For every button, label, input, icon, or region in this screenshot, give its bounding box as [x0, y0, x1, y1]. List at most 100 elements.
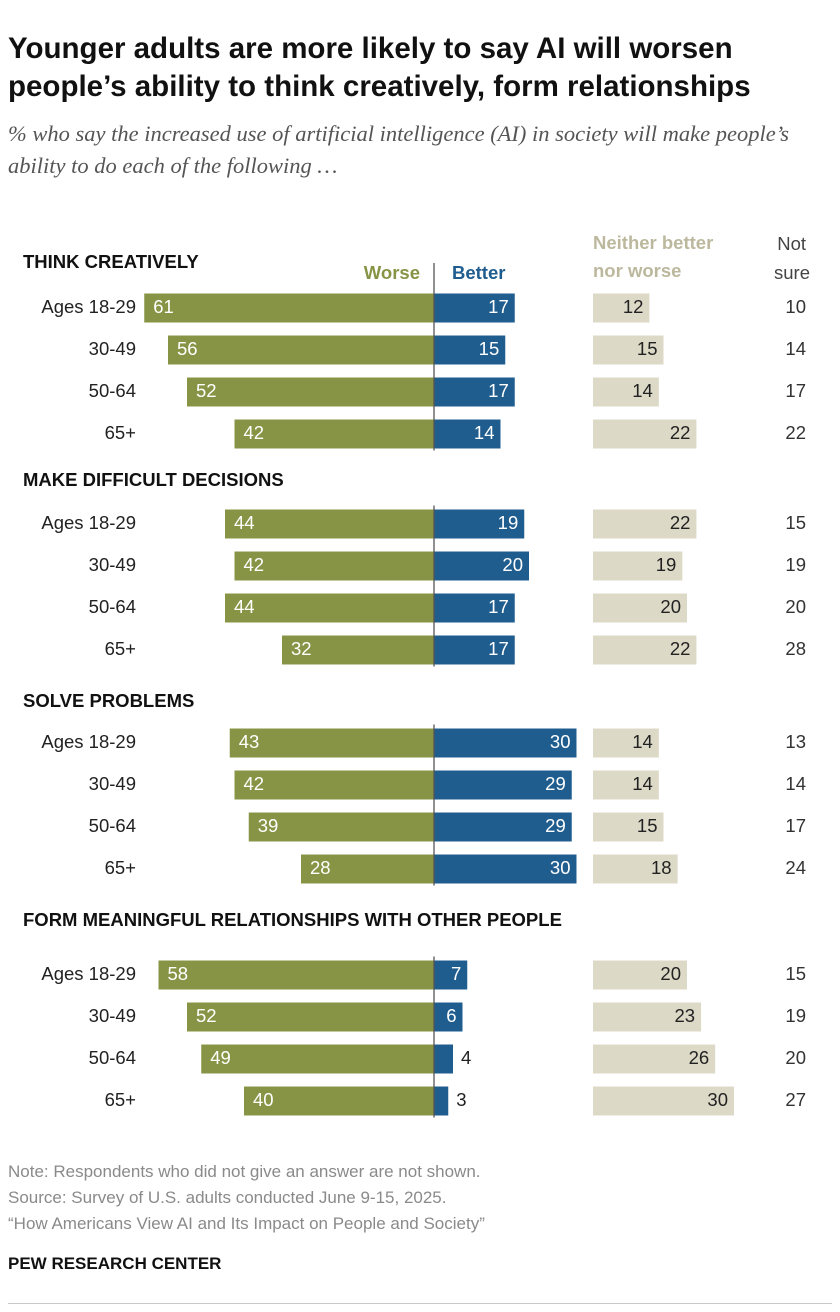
neither-bar — [593, 593, 687, 623]
chart-source: Source: Survey of U.S. adults conducted … — [8, 1188, 447, 1207]
worse-value-label: 39 — [258, 815, 279, 836]
worse-value-label: 28 — [310, 857, 331, 878]
neither-bar — [593, 960, 687, 990]
not-sure-value-label: 15 — [785, 512, 806, 533]
bottom-divider — [8, 1303, 832, 1304]
row-label: 30-49 — [89, 338, 136, 359]
neither-value-label: 18 — [651, 857, 672, 878]
not-sure-value-label: 17 — [785, 380, 806, 401]
worse-bar — [168, 335, 434, 365]
worse-value-label: 32 — [291, 638, 312, 659]
better-bar — [434, 812, 572, 842]
worse-value-label: 61 — [153, 296, 174, 317]
neither-header-line2: nor worse — [593, 260, 681, 281]
neither-value-label: 22 — [670, 422, 691, 443]
worse-bar — [229, 728, 434, 758]
worse-value-label: 44 — [234, 596, 255, 617]
better-value-label: 17 — [488, 296, 509, 317]
better-value-label: 15 — [479, 338, 500, 359]
neither-bar — [593, 293, 650, 323]
neither-bar — [593, 1086, 734, 1116]
worse-bar — [158, 960, 434, 990]
better-value-label: 4 — [461, 1047, 471, 1068]
row-label: 65+ — [105, 638, 136, 659]
row-label: 30-49 — [89, 1005, 136, 1026]
row-label: 30-49 — [89, 554, 136, 575]
worse-bar — [282, 635, 434, 665]
worse-bar — [234, 770, 434, 800]
worse-header: Worse — [364, 262, 420, 283]
neither-bar — [593, 770, 659, 800]
worse-value-label: 42 — [244, 554, 265, 575]
not-sure-value-label: 27 — [785, 1089, 806, 1110]
neither-value-label: 14 — [632, 731, 653, 752]
better-bar — [434, 1044, 453, 1074]
worse-value-label: 52 — [196, 1005, 217, 1026]
worse-bar — [234, 419, 434, 449]
row-label: 65+ — [105, 422, 136, 443]
worse-value-label: 52 — [196, 380, 217, 401]
worse-value-label: 58 — [168, 963, 189, 984]
better-value-label: 17 — [488, 380, 509, 401]
not-sure-value-label: 15 — [785, 963, 806, 984]
worse-bar — [248, 812, 434, 842]
better-bar — [434, 551, 529, 581]
not-sure-value-label: 14 — [785, 773, 806, 794]
better-bar — [434, 419, 501, 449]
better-bar — [434, 960, 468, 990]
not-sure-value-label: 28 — [785, 638, 806, 659]
not-sure-value-label: 19 — [785, 554, 806, 575]
not-sure-header-line2: sure — [774, 262, 810, 283]
neither-bar — [593, 854, 678, 884]
not-sure-value-label: 20 — [785, 596, 806, 617]
row-label: Ages 18-29 — [41, 731, 136, 752]
better-value-label: 17 — [488, 638, 509, 659]
diverging-bar-chart: Worse Better Neither better nor worse Not sur… — [23, 232, 810, 1118]
better-bar — [434, 854, 577, 884]
organization-name: PEW RESEARCH CENTER — [8, 1254, 222, 1273]
row-label: 65+ — [105, 1089, 136, 1110]
better-bar — [434, 635, 515, 665]
better-value-label: 30 — [550, 857, 571, 878]
neither-bar — [593, 551, 683, 581]
better-bar — [434, 593, 515, 623]
neither-bar — [593, 812, 664, 842]
neither-bar — [593, 509, 697, 539]
row-label: 30-49 — [89, 773, 136, 794]
better-bar — [434, 1086, 449, 1116]
chart-note: Note: Respondents who did not give an an… — [8, 1162, 481, 1181]
not-sure-value-label: 17 — [785, 815, 806, 836]
neither-bar — [593, 635, 697, 665]
worse-bar — [225, 593, 434, 623]
row-label: Ages 18-29 — [41, 963, 136, 984]
better-value-label: 7 — [451, 963, 461, 984]
better-value-label: 17 — [488, 596, 509, 617]
better-value-label: 29 — [545, 773, 566, 794]
neither-value-label: 23 — [675, 1005, 696, 1026]
report-title: “How Americans View AI and Its Impact on… — [8, 1214, 485, 1233]
neither-value-label: 26 — [689, 1047, 710, 1068]
not-sure-value-label: 22 — [785, 422, 806, 443]
worse-value-label: 43 — [239, 731, 260, 752]
not-sure-header-line1: Not — [777, 233, 806, 254]
worse-bar — [244, 1086, 434, 1116]
neither-value-label: 12 — [623, 296, 644, 317]
neither-bar — [593, 1002, 702, 1032]
row-label: 50-64 — [89, 380, 136, 401]
better-bar — [434, 335, 506, 365]
better-value-label: 6 — [446, 1005, 456, 1026]
worse-value-label: 40 — [253, 1089, 274, 1110]
not-sure-value-label: 13 — [785, 731, 806, 752]
not-sure-value-label: 14 — [785, 338, 806, 359]
neither-header-line1: Neither better — [593, 232, 713, 253]
row-label: Ages 18-29 — [41, 512, 136, 533]
neither-bar — [593, 377, 659, 407]
neither-bar — [593, 1044, 716, 1074]
not-sure-value-label: 20 — [785, 1047, 806, 1068]
neither-value-label: 20 — [660, 596, 681, 617]
better-bar — [434, 728, 577, 758]
better-value-label: 20 — [502, 554, 523, 575]
better-value-label: 29 — [545, 815, 566, 836]
worse-value-label: 49 — [210, 1047, 231, 1068]
not-sure-value-label: 19 — [785, 1005, 806, 1026]
